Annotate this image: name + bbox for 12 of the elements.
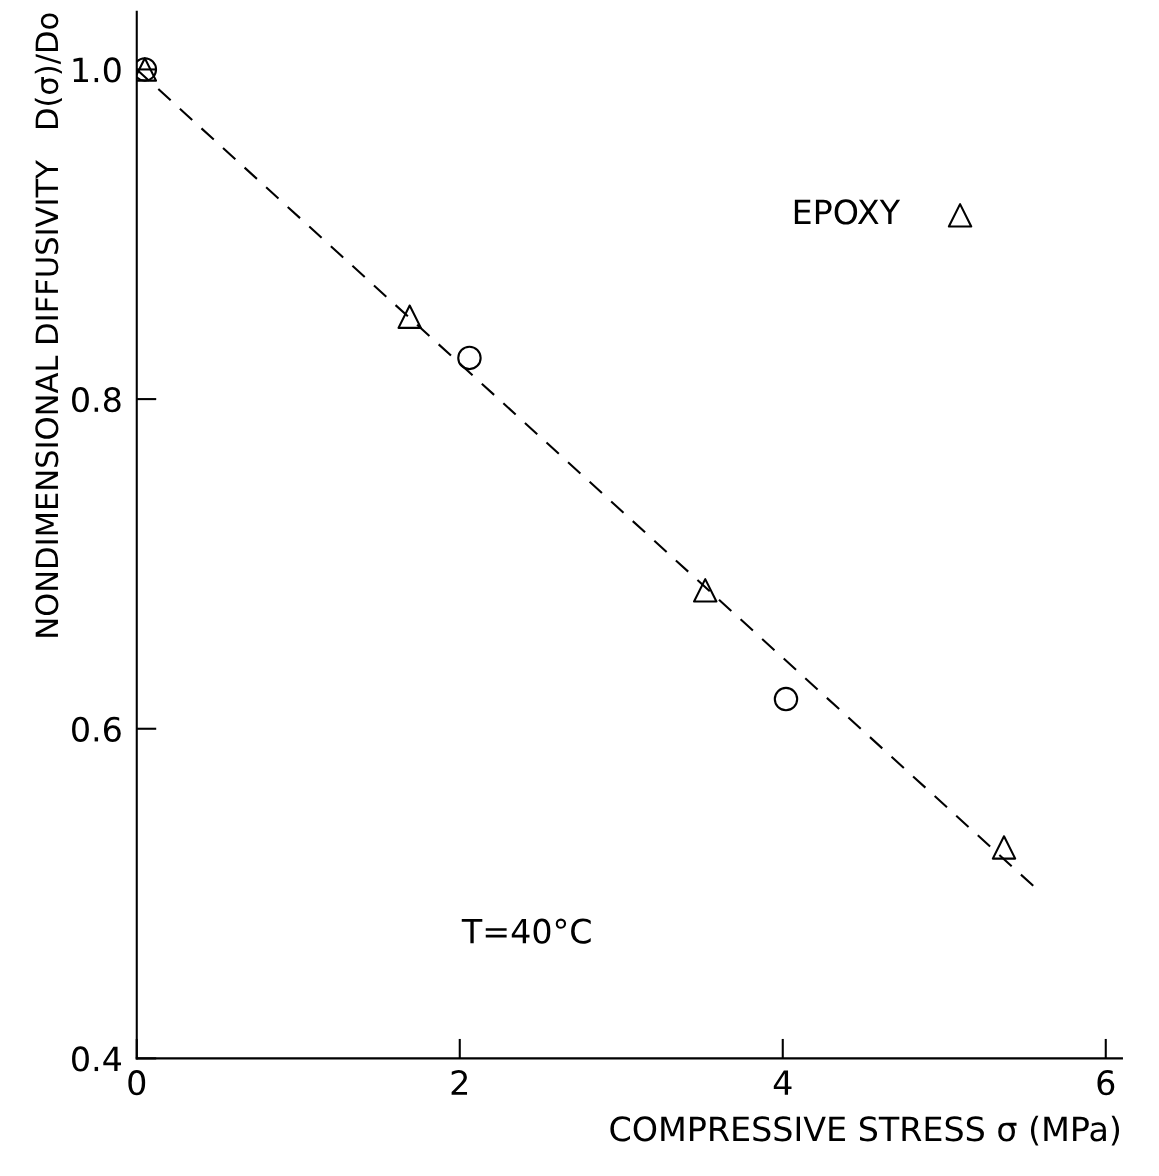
annotation: T=40°C — [461, 918, 591, 944]
y-axis-title: NONDIMENSIONAL DIFFUSIVITY D(σ)/Do — [34, 13, 62, 637]
x-tick-label: 6 — [1097, 1070, 1115, 1096]
x-tick-label: 2 — [451, 1070, 468, 1095]
legend-label: EPOXY — [794, 199, 901, 225]
x-axis-title: COMPRESSIVE STRESS σ (MPa) — [610, 1115, 1120, 1146]
x-tick-label: 4 — [773, 1070, 792, 1095]
y-tick-label: 0.4 — [72, 1046, 121, 1072]
y-tick-label: 0.8 — [72, 387, 121, 413]
y-tick-label: 1.0 — [73, 57, 121, 83]
x-tick-label: 0 — [128, 1070, 146, 1096]
y-tick-label: 0.6 — [72, 716, 121, 742]
